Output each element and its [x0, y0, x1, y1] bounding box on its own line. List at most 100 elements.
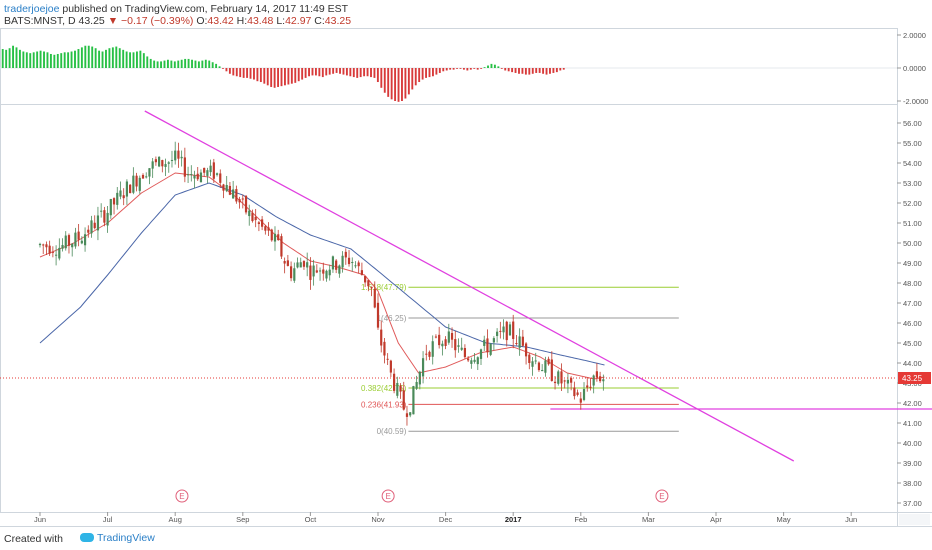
- candle-body: [354, 265, 357, 267]
- candle-body: [64, 235, 67, 249]
- ohlc-header: BATS:MNST, D 43.25 ▼ −0.17 (−0.39%) O:43…: [4, 15, 351, 27]
- candle-body: [602, 379, 605, 382]
- candle-body: [158, 156, 161, 167]
- y-tick-label: 48.00: [903, 279, 922, 288]
- candle-body: [77, 231, 80, 240]
- fib-level-label: 0(40.59): [377, 427, 407, 436]
- candle-body: [51, 251, 54, 253]
- candle-body: [508, 324, 512, 336]
- candle-body: [476, 357, 479, 365]
- candle-body: [273, 233, 277, 242]
- candle-body: [264, 226, 267, 231]
- high-label: H:: [236, 15, 248, 27]
- candle-body: [415, 381, 418, 389]
- y-tick-label: 38.00: [903, 479, 922, 488]
- candle-body: [67, 235, 71, 246]
- x-tick-label: Jun: [845, 515, 857, 524]
- candle-body: [151, 161, 154, 169]
- candle-body: [541, 369, 544, 372]
- candle-body: [190, 174, 193, 176]
- candle-body: [454, 339, 457, 351]
- candle-body: [296, 262, 299, 268]
- hist-y-tick-label: 2.0000: [903, 31, 926, 40]
- candle-body: [380, 329, 383, 346]
- candle-body: [599, 376, 602, 382]
- close-label: C:: [314, 15, 325, 27]
- candle-body: [399, 385, 402, 392]
- candle-body: [90, 220, 93, 234]
- last-price-text: 43.25: [78, 15, 105, 27]
- candle-body: [251, 212, 254, 222]
- candle-body: [299, 262, 302, 268]
- candle-body: [328, 269, 331, 276]
- candle-body: [309, 265, 312, 280]
- candle-body: [219, 173, 222, 183]
- earnings-marker-icon: [655, 489, 669, 503]
- candle-body: [492, 338, 495, 343]
- candle-body: [473, 359, 476, 362]
- candle-body: [280, 236, 283, 257]
- candle-body: [457, 345, 460, 347]
- hist-y-tick-label: -2.0000: [903, 97, 928, 106]
- candle-body: [270, 229, 273, 241]
- y-tick-label: 50.00: [903, 239, 922, 248]
- tradingview-link[interactable]: TradingView: [80, 532, 155, 544]
- earnings-marker-icon: [381, 489, 395, 503]
- candle-body: [418, 371, 421, 385]
- candle-body: [586, 385, 589, 388]
- tradingview-brand: TradingView: [97, 532, 155, 544]
- y-tick-label: 40.00: [903, 439, 922, 448]
- created-with-text: Created with: [4, 533, 63, 545]
- candle-body: [257, 222, 260, 225]
- candle-body: [579, 398, 582, 403]
- x-tick-label: Sep: [236, 515, 249, 524]
- down-arrow-icon: ▼: [107, 15, 119, 27]
- candle-body: [286, 260, 289, 266]
- fib-level-label: 1.618(47.79): [361, 283, 407, 292]
- earnings-marker-label: E: [659, 492, 664, 501]
- y-tick-label: 44.00: [903, 359, 922, 368]
- candle-body: [537, 362, 541, 371]
- candle-body: [103, 210, 106, 223]
- candle-body: [515, 343, 518, 345]
- candle-body: [170, 159, 174, 161]
- candle-body: [109, 198, 112, 216]
- footer: Created with TradingView: [0, 526, 932, 550]
- y-tick-label: 39.00: [903, 459, 922, 468]
- candle-body: [212, 162, 215, 179]
- candle-body: [209, 165, 212, 173]
- candle-body: [592, 375, 595, 386]
- candle-body: [283, 261, 286, 264]
- tradingview-logo-icon: [80, 533, 94, 542]
- candle-body: [222, 184, 225, 191]
- candle-body: [512, 321, 515, 339]
- candle-body: [486, 338, 489, 353]
- candle-body: [74, 232, 77, 247]
- earnings-marker-label: E: [179, 492, 184, 501]
- candle-body: [83, 234, 87, 246]
- candle-body: [425, 353, 428, 355]
- x-tick-label: Mar: [642, 515, 655, 524]
- chart-svg[interactable]: 56.00 55.00 54.00 53.00 52.00 51.00 50.00 49.00…: [0, 0, 932, 526]
- axis-corner: [899, 514, 930, 525]
- candle-body: [138, 177, 141, 191]
- candle-body: [244, 195, 248, 213]
- candle-body: [61, 244, 64, 249]
- open-label: O:: [196, 15, 208, 27]
- candle-body: [141, 174, 145, 179]
- candle-body: [80, 240, 83, 244]
- candle-body: [267, 227, 270, 231]
- candle-body: [553, 381, 557, 384]
- author-name[interactable]: traderjoejoe: [4, 3, 60, 15]
- candle-body: [122, 195, 125, 199]
- fib-level-label: 0.236(41.93): [361, 400, 407, 409]
- candle-body: [196, 173, 199, 180]
- candle-body: [463, 348, 467, 358]
- candle-body: [344, 251, 347, 258]
- candle-body: [338, 265, 341, 274]
- change-text: −0.17 (−0.39%): [121, 15, 194, 27]
- y-tick-label: 41.00: [903, 419, 922, 428]
- candle-body: [199, 172, 203, 183]
- x-tick-label: Dec: [439, 515, 453, 524]
